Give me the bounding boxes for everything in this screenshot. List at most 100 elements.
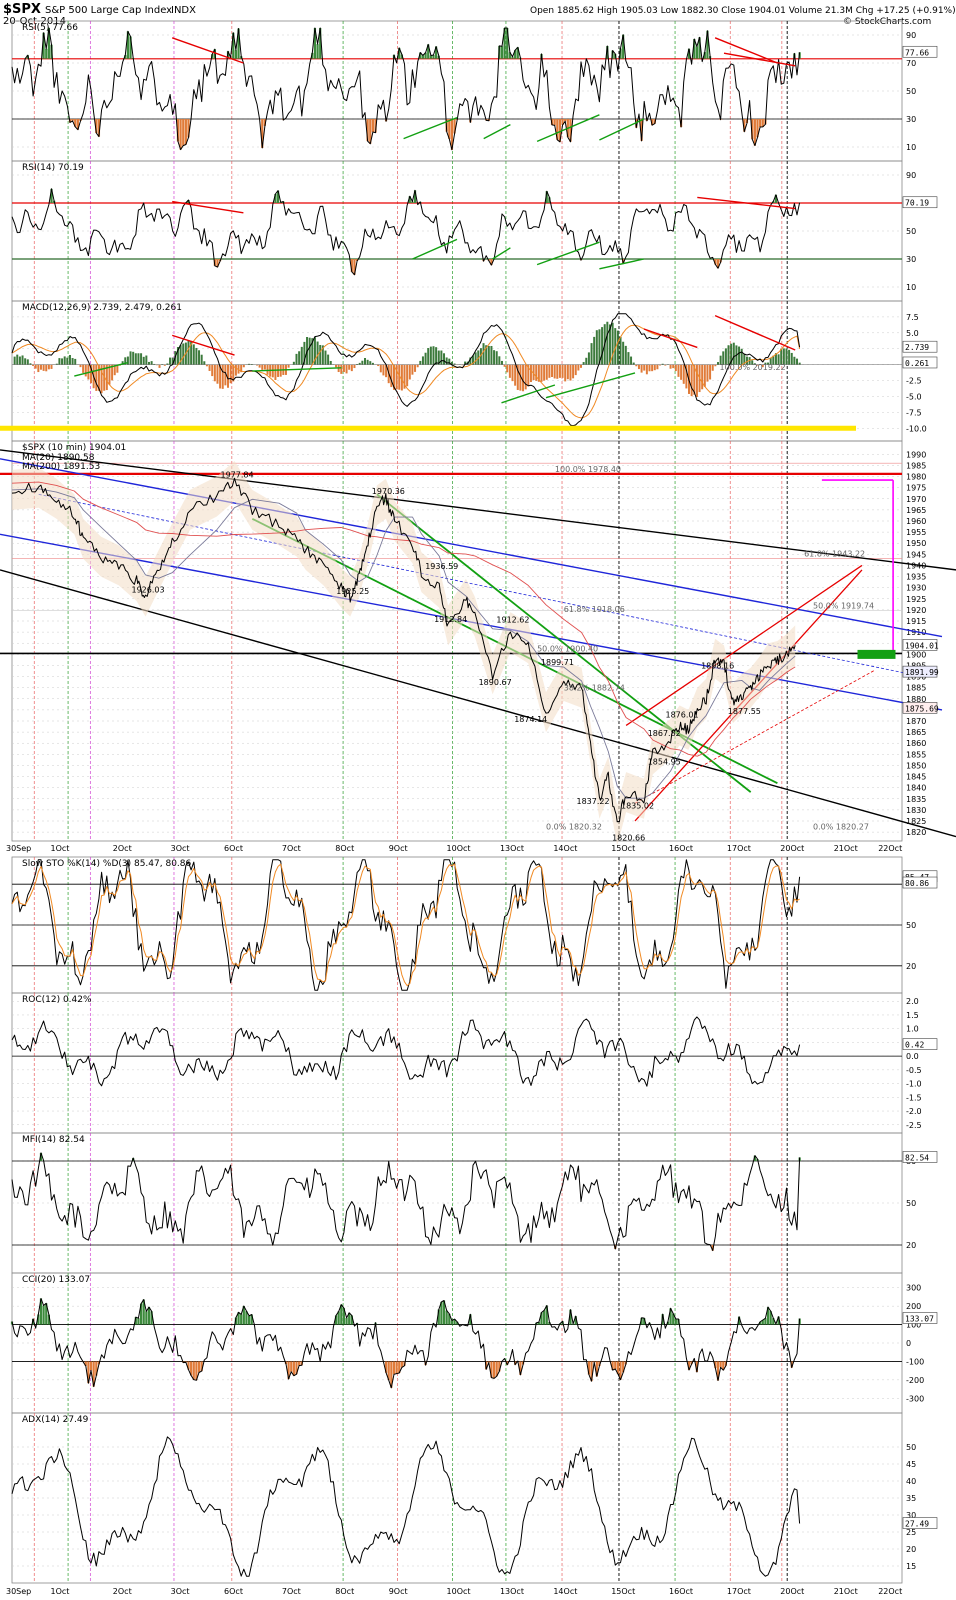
price-annotation: 1820.66 [612,834,645,843]
channel-black-lower [0,569,956,838]
price-legend-item: MA(200) 1891.53 [22,462,100,472]
fib-label: 61.8% 1918.06 [564,605,625,614]
roc-tick-label: -1.5 [906,1093,922,1102]
price-frame [11,440,903,842]
price-annotation: 1890.67 [479,678,512,687]
price-ma200-tag: 1875.69 [905,704,939,713]
adx-title: ADX(14) 27.49 [22,1415,89,1425]
bearish-divergence-line [723,52,796,67]
adx-tick-label: 15 [906,1562,916,1571]
price-tick-label: 1820 [906,828,926,837]
macd-line [11,313,801,427]
price-annotation: 1926.03 [132,585,165,594]
cci-tick-label: -100 [906,1357,924,1366]
price-last-tag-box [902,639,938,651]
adx-tick-label: 35 [906,1494,916,1503]
price-panel: 1990 1985 1980 1975 1970 1965 1960 1955 1950 1945… [0,440,956,846]
x-axis-label-bottom: 2Oct [113,1587,132,1596]
sto-tick-label: 50 [906,921,916,930]
ma20-line [11,488,796,799]
price-annotation: 1899.71 [541,658,574,667]
x-axis-label: 1Oct [51,844,70,853]
sto-tick-label: 20 [906,962,916,971]
cci-title: CCI(20) 133.07 [22,1275,90,1285]
rsi14-title: RSI(14) 70.19 [22,163,84,173]
ma200-line [11,481,796,757]
price-line [11,477,796,823]
price-annotation: 1936.59 [425,562,458,571]
mfi-tick-label: 20 [906,1241,916,1250]
price-annotation: 1912.84 [434,615,467,624]
price-tick-label: 1945 [906,550,926,559]
price-tick-label: 1915 [906,617,926,626]
adx-tick-label: 30 [906,1511,916,1520]
cci-tick-label: 0 [906,1339,911,1348]
sto-d-tag: 80.86 [905,879,929,888]
roc-last-tag-box [902,1038,938,1050]
rsi5-line [11,27,801,151]
x-axis-label: 8Oct [335,844,354,853]
rsi14-last-tag-box [902,196,938,209]
x-axis-label: 2Oct [113,844,132,853]
price-tick-label: 1825 [906,817,926,826]
rsi5-last-tag-box [902,45,938,58]
price-annotation: 1898.16 [701,661,734,670]
fib-label: 0.0% 1820.27 [813,823,869,832]
fib-label: 100.0% 1978.40 [555,465,621,474]
roc-tick-label: -0.5 [906,1066,922,1075]
macd-tick-label: 7.5 [906,313,919,322]
x-axis-label: 30Sep [6,844,31,853]
price-tick-label: 1855 [906,750,926,759]
x-axis-label-bottom: 22Oct [878,1587,902,1596]
roc-line [11,1016,801,1087]
exchange-label: INDX [171,5,196,16]
rsi5-panel: 90 70 50 30 10 RSI(5) 77.66 77.66 [11,20,938,162]
bullish-divergence-line [492,247,511,260]
bullish-divergence-line [599,118,645,141]
x-axis-label: 17Oct [727,844,751,853]
x-axis-label-bottom: 7Oct [282,1587,301,1596]
price-tick-label: 1850 [906,761,926,770]
price-tick-label: 1900 [906,650,926,659]
adx-tick-label: 45 [906,1460,916,1469]
macd-panel: 7.55.02.50.0-2.5-5.0-7.5-10.0MACD(12,26,… [0,300,938,442]
bullish-divergence-line [536,114,600,143]
price-tick-label: 1925 [906,595,926,604]
x-axis-label: 22Oct [878,844,902,853]
x-axis-label: 16Oct [669,844,693,853]
bearish-divergence-line [697,196,796,210]
fib-label: 50.0% 1900.40 [537,644,598,653]
x-axis-label: 9Oct [389,844,408,853]
x-axis-label: 6Oct [224,844,243,853]
bullish-divergence-line [501,384,556,404]
x-axis-label-bottom: 1Oct [51,1587,70,1596]
adx-line [11,1436,801,1577]
bullish-divergence-line [74,362,128,377]
bullish-divergence-line [412,238,458,260]
channel-blue-upper [0,458,943,638]
bullish-divergence-line [545,372,636,399]
sto-panel: 805020Slow STO %K(14) %D(3) 85.47, 80.86… [11,856,938,994]
macd-tick-label: -7.5 [906,408,922,417]
price-tick-label: 1985 [906,461,926,470]
fib-label: 50.0% 1919.74 [813,601,874,610]
wedge-red-dashed [634,669,876,804]
bearish-divergence-line [172,200,244,214]
x-axis-label: 10Oct [447,844,471,853]
rsi5-tick-label: 30 [906,115,916,124]
target-green-box [857,649,896,659]
x-axis-label-bottom: 6Oct [224,1587,243,1596]
roc-tick-label: 1.0 [906,1025,919,1034]
price-tick-label: 1860 [906,739,926,748]
price-annotation: 1876.01 [666,711,699,720]
macd-last-tag: 2.739 [905,343,929,352]
mfi-tick-label: 50 [906,1199,916,1208]
rsi14-tick-label: 30 [906,255,916,264]
sto-d-line [11,863,800,987]
price-annotation: 1877.55 [728,707,761,716]
fib-label: 0.0% 1820.32 [546,822,602,831]
adx-tick-label: 50 [906,1443,916,1452]
adx-last-tag: 27.49 [905,1520,929,1529]
x-axis-label-bottom: 10Oct [447,1587,471,1596]
symbol-label: $SPX [3,2,41,17]
